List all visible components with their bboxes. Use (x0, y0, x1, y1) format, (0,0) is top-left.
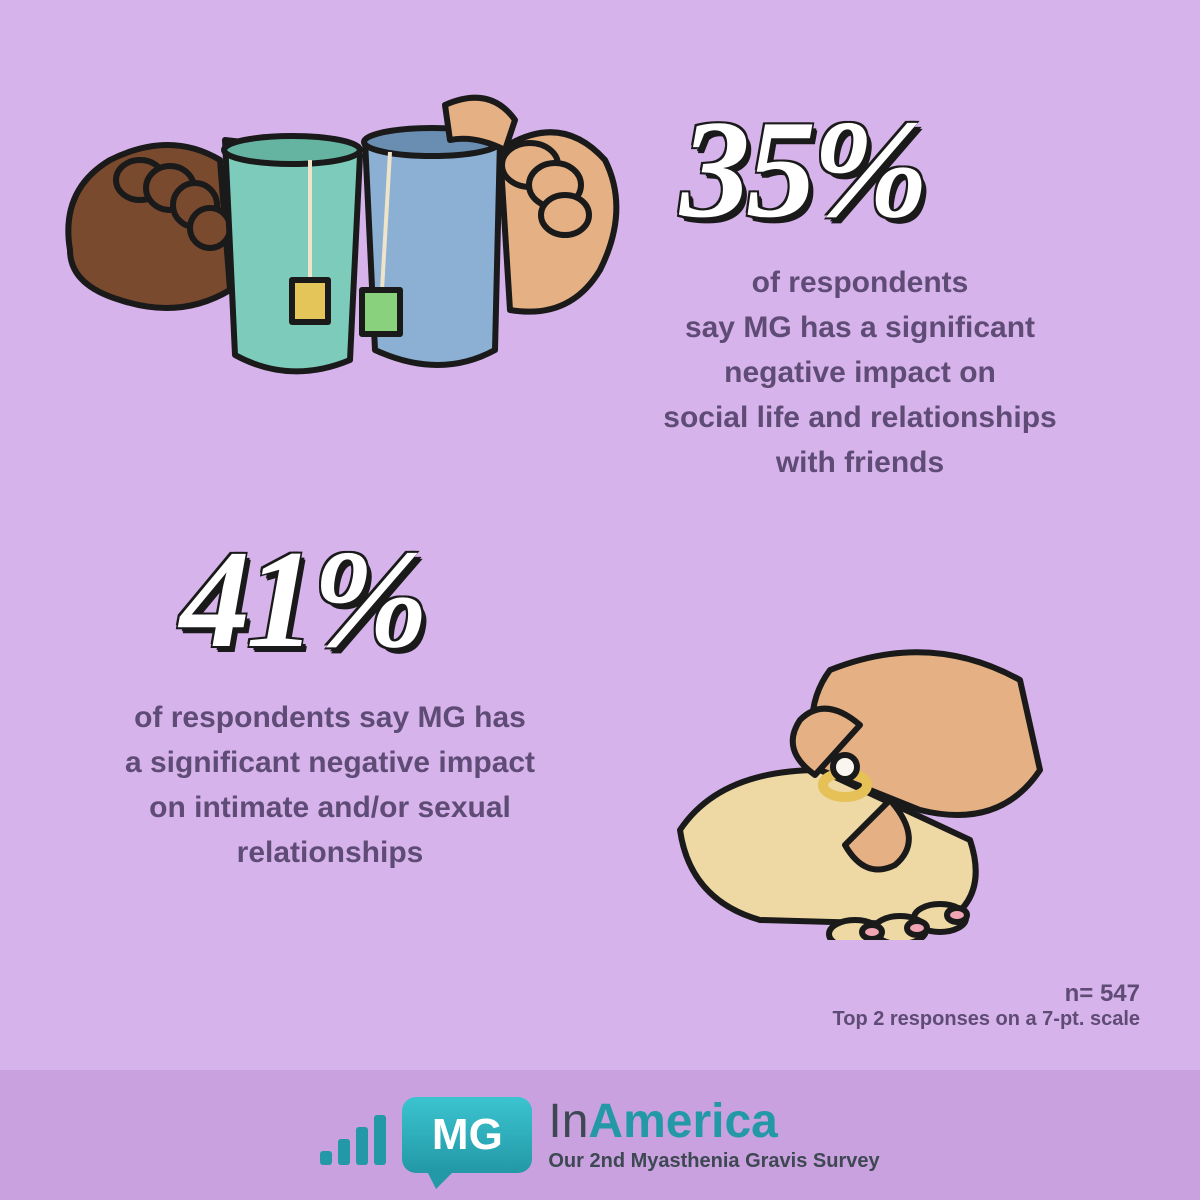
scale-note: Top 2 responses on a 7-pt. scale (833, 1008, 1141, 1031)
logo-line2: Our 2nd Myasthenia Gravis Survey (548, 1150, 879, 1173)
stat1-desc: of respondents say MG has a significant … (570, 260, 1150, 485)
stat1-percent: 35% (680, 100, 925, 240)
logo-bars-icon (320, 1105, 386, 1165)
mugs-illustration (60, 90, 620, 420)
logo-line1b: America (588, 1095, 777, 1148)
stat2-desc: of respondents say MG has a significant … (40, 695, 620, 875)
footer-note: n= 547 Top 2 responses on a 7-pt. scale (833, 980, 1141, 1031)
infographic-canvas: 35% of respondents say MG has a signific… (0, 0, 1200, 1200)
logo-text: InAmerica Our 2nd Myasthenia Gravis Surv… (548, 1098, 879, 1173)
logo-line1a: In (548, 1095, 588, 1148)
footer-bar: MG InAmerica Our 2nd Myasthenia Gravis S… (0, 1070, 1200, 1200)
sample-size: n= 547 (833, 980, 1141, 1008)
hands-ring-illustration (670, 640, 1050, 940)
stat2-percent: 41% (180, 530, 425, 670)
logo-bubble-text: MG (432, 1110, 503, 1160)
logo-bubble: MG (402, 1097, 532, 1173)
